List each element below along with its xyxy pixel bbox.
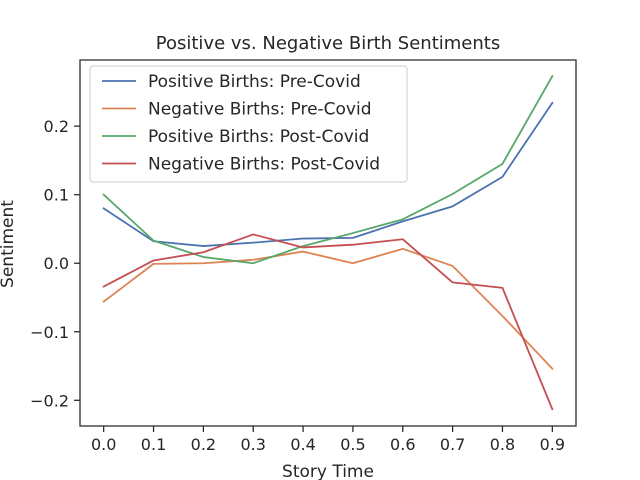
x-tick-label: 0.6 [390,435,415,454]
y-tick-label: 0.1 [44,186,69,205]
x-tick-label: 0.9 [540,435,565,454]
y-tick-label: −0.1 [30,323,69,342]
x-axis-label: Story Time [282,462,374,480]
plot-frame [79,59,577,427]
x-tick-label: 0.4 [290,435,315,454]
x-tick-label: 0.3 [240,435,265,454]
legend-box [89,65,408,183]
y-axis-label: Sentiment [0,200,18,288]
series-layer [102,74,554,411]
chart-title: Positive vs. Negative Birth Sentiments [156,33,500,54]
x-tick-label: 0.2 [191,435,216,454]
series-line-1 [102,101,554,247]
ticks-layer: 0.0 0.1 0.2 0.3 0.4 0.5 0.6 0.7 0.8 0.9 −0.2 −0.1 0.… [30,117,565,454]
x-tick-label: 0.0 [91,435,116,454]
series-line-4 [102,233,554,411]
y-tick-label: −0.2 [30,391,69,410]
y-tick-label: 0.0 [44,254,69,273]
x-tick-label: 0.7 [440,435,465,454]
series-line-2 [102,247,554,371]
legend-label-2: Negative Births: Pre-Covid [148,100,372,120]
legend: Positive Births: Pre-Covid Negative Birth… [89,65,408,183]
x-tick-label: 0.1 [141,435,166,454]
y-tick-label: 0.2 [44,117,69,136]
legend-label-1: Positive Births: Pre-Covid [148,72,361,92]
legend-label-4: Negative Births: Post-Covid [148,155,380,175]
x-tick-label: 0.8 [490,435,515,454]
x-tick-label: 0.5 [340,435,365,454]
series-line-3 [102,74,554,265]
legend-label-3: Positive Births: Post-Covid [148,127,369,147]
